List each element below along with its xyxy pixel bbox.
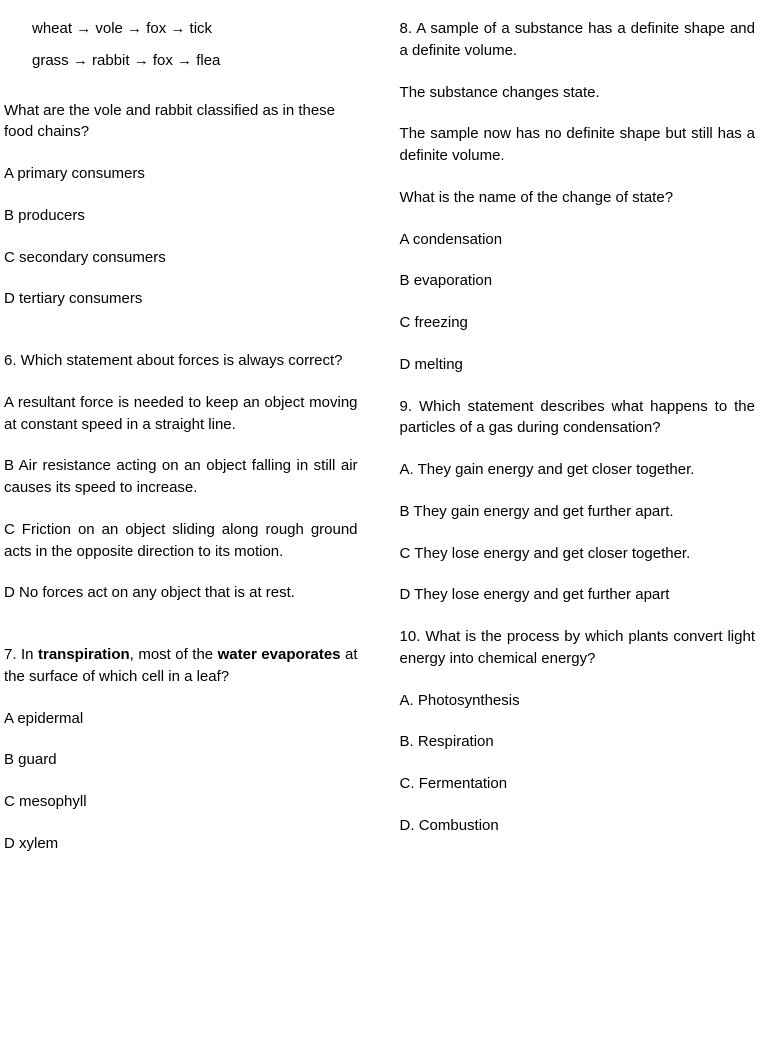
- q9-option-d: D They lose energy and get further apart: [400, 584, 755, 606]
- q7-option-d: D xylem: [4, 833, 358, 855]
- q10-option-d: D. Combustion: [400, 815, 755, 837]
- q7-option-a: A epidermal: [4, 708, 358, 730]
- food-chain-1: wheat → vole → fox → tick: [4, 18, 358, 40]
- q5-option-d: D tertiary consumers: [4, 288, 358, 310]
- q8-option-a: A condensation: [400, 229, 755, 251]
- q7-bold-2: water evaporates: [218, 646, 341, 663]
- q7-text-pre: 7. In: [4, 646, 38, 663]
- q7-stem: 7. In transpiration, most of the water e…: [4, 644, 358, 688]
- q6-stem: 6. Which statement about forces is alway…: [4, 350, 358, 372]
- q7-option-b: B guard: [4, 749, 358, 771]
- q7-bold-1: transpiration: [38, 646, 130, 663]
- left-column: wheat → vole → fox → tick grass → rabbit…: [0, 18, 368, 875]
- q5-option-c: C secondary consumers: [4, 247, 358, 269]
- q5-stem: What are the vole and rabbit classified …: [4, 100, 358, 144]
- q10-option-a: A. Photosynthesis: [400, 690, 755, 712]
- q6-option-c: C Friction on an object sliding along ro…: [4, 519, 358, 563]
- q5-option-b: B producers: [4, 205, 358, 227]
- q9-stem: 9. Which statement describes what happen…: [400, 396, 755, 440]
- q10-stem: 10. What is the process by which plants …: [400, 626, 755, 670]
- q8-line-1: 8. A sample of a substance has a definit…: [400, 18, 755, 62]
- q10-option-c: C. Fermentation: [400, 773, 755, 795]
- q7-text-mid: , most of the: [130, 646, 218, 663]
- q6-option-b: B Air resistance acting on an object fal…: [4, 455, 358, 499]
- q9-option-a: A. They gain energy and get closer toget…: [400, 459, 755, 481]
- q5-option-a: A primary consumers: [4, 163, 358, 185]
- q10-option-b: B. Respiration: [400, 731, 755, 753]
- q9-option-c: C They lose energy and get closer togeth…: [400, 543, 755, 565]
- q6-option-a: A resultant force is needed to keep an o…: [4, 392, 358, 436]
- q8-line-4: What is the name of the change of state?: [400, 187, 755, 209]
- food-chain-2: grass → rabbit → fox → flea: [4, 50, 358, 72]
- q8-option-d: D melting: [400, 354, 755, 376]
- page: wheat → vole → fox → tick grass → rabbit…: [0, 0, 763, 899]
- right-column: 8. A sample of a substance has a definit…: [396, 18, 763, 875]
- q8-line-2: The substance changes state.: [400, 82, 755, 104]
- q8-line-3: The sample now has no definite shape but…: [400, 123, 755, 167]
- q9-option-b: B They gain energy and get further apart…: [400, 501, 755, 523]
- q8-option-b: B evaporation: [400, 270, 755, 292]
- q7-option-c: C mesophyll: [4, 791, 358, 813]
- q6-option-d: D No forces act on any object that is at…: [4, 582, 358, 604]
- q8-option-c: C freezing: [400, 312, 755, 334]
